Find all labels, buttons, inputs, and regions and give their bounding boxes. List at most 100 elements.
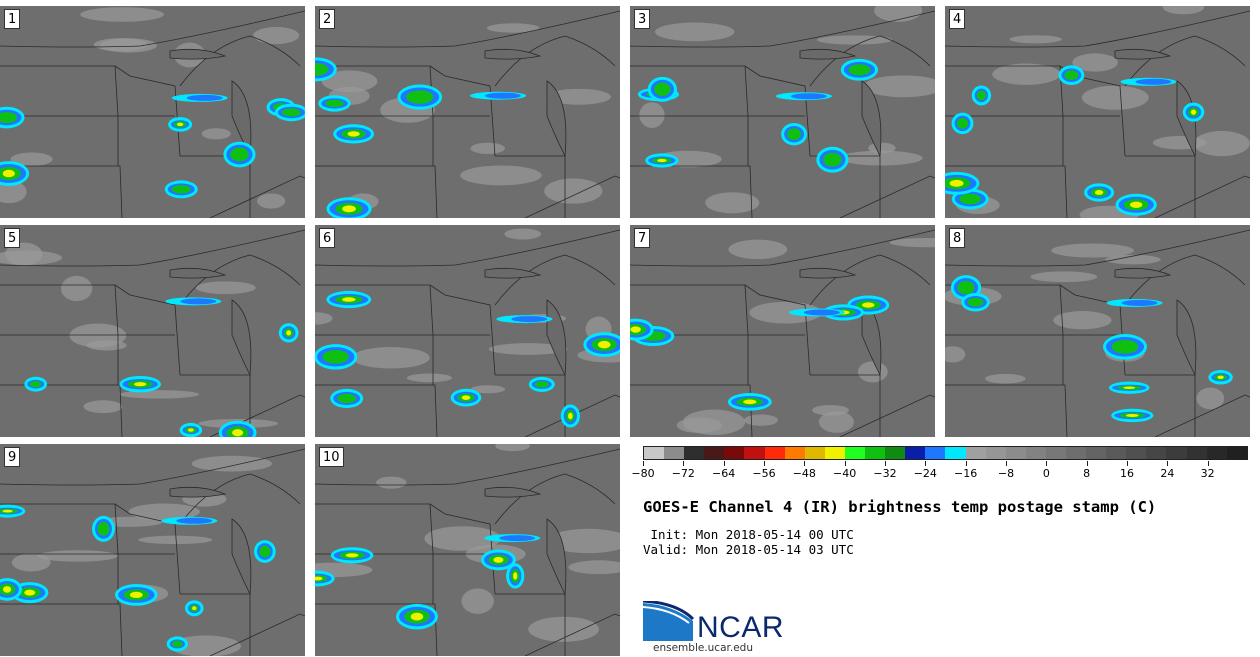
cloud-patch <box>10 152 53 166</box>
cloud-patch <box>37 550 118 562</box>
great-lake <box>169 48 227 60</box>
colorbar-tick <box>683 461 685 466</box>
colorbar-cell <box>885 447 906 459</box>
cloud-patch <box>86 340 127 351</box>
cloud-patch <box>99 38 157 53</box>
cloud-patch <box>80 7 165 22</box>
cloud-patch <box>728 239 788 260</box>
colder-cloud <box>322 350 349 364</box>
state-border <box>1059 284 1126 376</box>
cloud-patch <box>315 312 333 325</box>
ncar-logo-icon <box>643 601 695 641</box>
very-cold-cloud <box>347 131 360 137</box>
cloud-patch <box>546 528 620 554</box>
colorbar-cell <box>945 447 966 459</box>
cloud-patch <box>1081 85 1149 110</box>
colder-cloud <box>654 82 671 96</box>
state-border <box>494 35 616 87</box>
state-border <box>0 65 119 166</box>
colorbar-cell <box>1186 447 1207 459</box>
colorbar-cell <box>925 447 946 459</box>
cloud-patch <box>424 526 501 551</box>
colder-cloud <box>957 281 975 295</box>
colorbar-tick-label: −24 <box>913 467 937 480</box>
colorbar-tick-label: 24 <box>1160 467 1175 480</box>
map-panel-3: 3 <box>630 6 935 218</box>
ir-map <box>0 229 305 437</box>
great-lake <box>231 299 252 377</box>
cloud-patch <box>470 142 506 154</box>
state-border <box>945 284 1064 385</box>
state-border <box>630 229 935 267</box>
colder-cloud <box>230 147 249 162</box>
very-cold-cloud <box>410 612 424 621</box>
cloud-band <box>499 535 536 542</box>
cloud-band <box>176 517 213 524</box>
state-border <box>744 284 811 376</box>
colorbar-cell <box>1166 447 1187 459</box>
colorbar-tick-label: −80 <box>631 467 655 480</box>
colder-cloud <box>97 521 110 536</box>
cloud-patch <box>201 128 231 140</box>
cloud-patch <box>128 503 200 521</box>
colorbar-cell <box>704 447 725 459</box>
ir-map <box>630 6 935 218</box>
map-panel-9: 9 <box>0 444 305 656</box>
colorbar <box>643 446 1248 460</box>
panel-label: 6 <box>319 228 336 248</box>
state-border <box>744 65 811 157</box>
map-panel-10: 10 <box>315 444 620 656</box>
great-lake <box>546 80 567 158</box>
very-cold-cloud <box>1094 190 1104 195</box>
state-border <box>524 613 620 656</box>
colorbar-tick <box>925 461 927 466</box>
very-cold-cloud <box>129 591 143 599</box>
very-cold-cloud <box>232 429 244 437</box>
cloud-patch <box>495 444 530 452</box>
cloud-patch <box>257 193 286 209</box>
cloud-patch <box>546 88 611 105</box>
colder-cloud <box>848 64 871 76</box>
cloud-patch <box>874 6 923 22</box>
state-border <box>114 65 181 157</box>
colder-cloud <box>976 90 987 101</box>
colorbar-tick-label: −72 <box>671 467 695 480</box>
state-border <box>809 35 931 87</box>
panel-label: 7 <box>634 228 651 248</box>
logo-text: NCAR <box>697 611 785 644</box>
cloud-band <box>803 309 840 316</box>
colorbar-cell <box>1086 447 1107 459</box>
state-border <box>945 10 1250 48</box>
colder-cloud <box>281 108 301 117</box>
panel-label: 8 <box>949 228 966 248</box>
ir-map <box>945 6 1250 218</box>
state-border <box>630 384 753 437</box>
cloud-patch <box>868 142 896 154</box>
panel-label: 4 <box>949 9 966 29</box>
colorbar-cell <box>1206 447 1227 459</box>
very-cold-cloud <box>24 589 36 596</box>
state-border <box>315 165 438 218</box>
colorbar-tick-label: −32 <box>873 467 897 480</box>
colder-cloud <box>959 193 982 205</box>
cloud-band <box>180 298 217 305</box>
colder-cloud <box>315 63 329 76</box>
very-cold-cloud <box>1125 413 1139 417</box>
great-lake <box>546 518 567 596</box>
cloud-band <box>1135 78 1172 85</box>
cloud-patch <box>169 635 241 656</box>
very-cold-cloud <box>1123 386 1136 390</box>
great-lake <box>1114 48 1172 60</box>
state-border <box>1154 175 1250 218</box>
cloud-patch <box>375 476 407 489</box>
ir-map <box>0 7 305 218</box>
state-border <box>179 254 301 306</box>
panel-label: 5 <box>4 228 21 248</box>
cloud-band <box>790 93 827 100</box>
state-border <box>315 229 620 267</box>
very-cold-cloud <box>2 586 12 593</box>
colorbar-cell <box>1065 447 1087 459</box>
very-cold-cloud <box>2 169 15 178</box>
very-cold-cloud <box>597 340 611 349</box>
colorbar-tick <box>965 461 967 466</box>
